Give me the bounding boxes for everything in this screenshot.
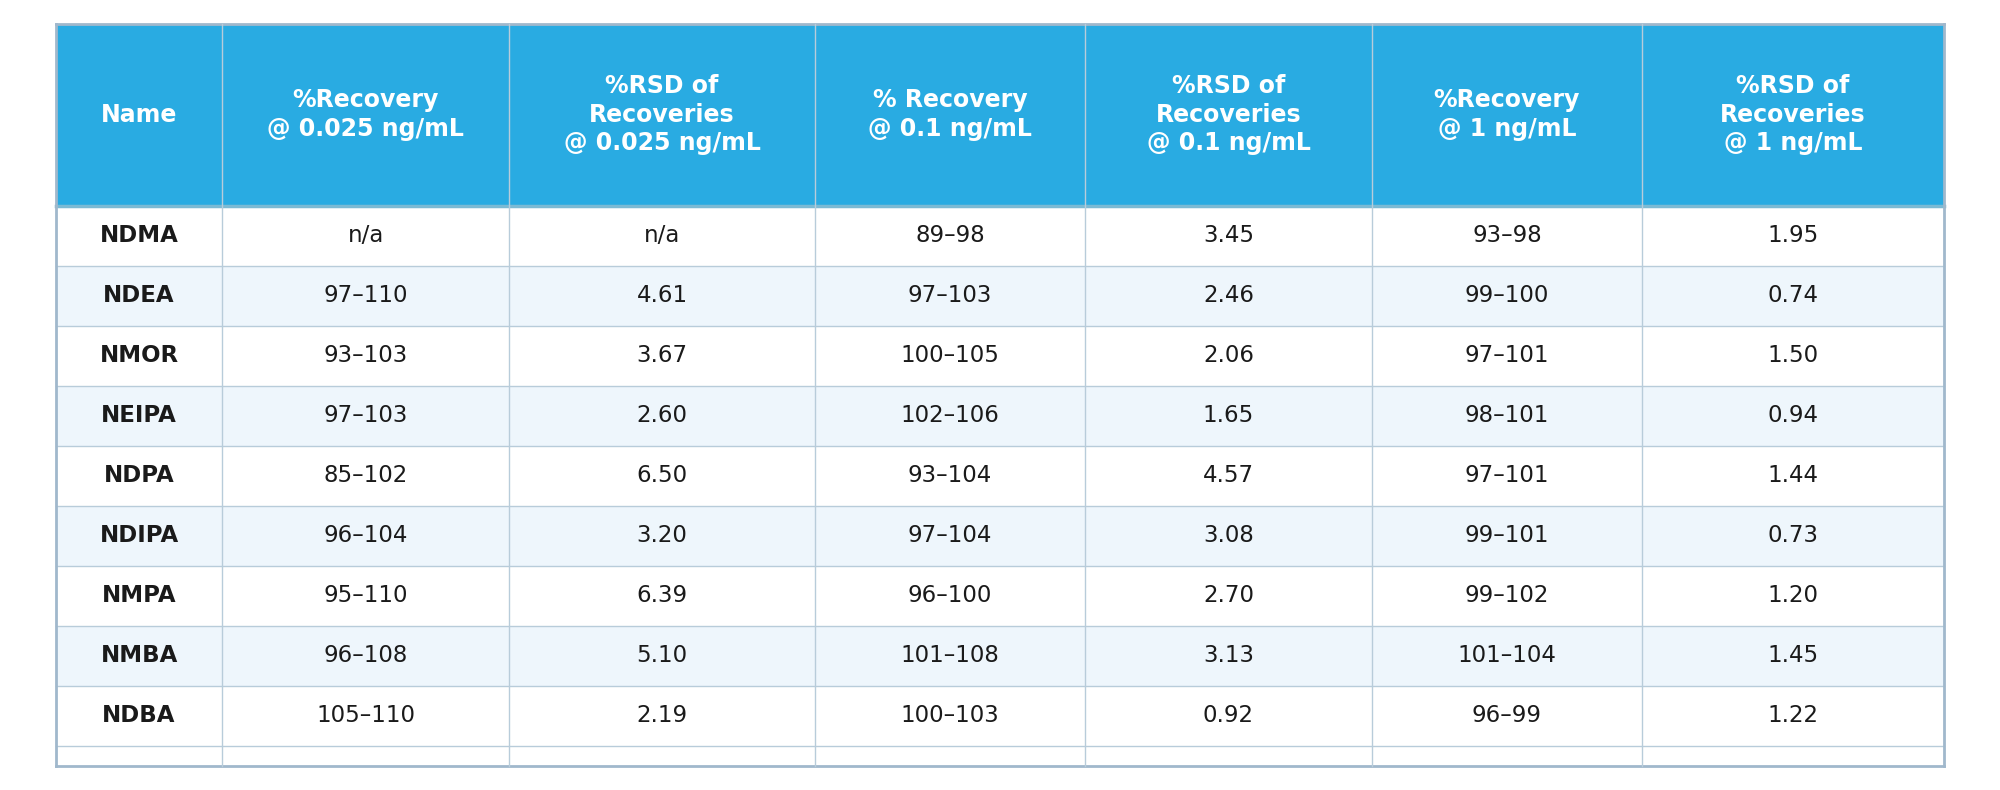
- Text: 3.13: 3.13: [1202, 644, 1254, 667]
- Text: 6.39: 6.39: [636, 584, 688, 608]
- Text: 96–99: 96–99: [1472, 704, 1542, 727]
- Text: 3.45: 3.45: [1202, 224, 1254, 247]
- Text: 0.73: 0.73: [1768, 524, 1818, 547]
- Text: 5.10: 5.10: [636, 644, 688, 667]
- Bar: [56, 446, 1944, 506]
- Text: 95–110: 95–110: [324, 584, 408, 608]
- Text: %RSD of
Recoveries
@ 0.025 ng/mL: %RSD of Recoveries @ 0.025 ng/mL: [564, 74, 760, 156]
- Text: 101–104: 101–104: [1458, 644, 1556, 667]
- Text: 101–108: 101–108: [900, 644, 1000, 667]
- Text: 0.94: 0.94: [1768, 404, 1818, 427]
- Text: NMPA: NMPA: [102, 584, 176, 608]
- Bar: [56, 506, 1944, 566]
- Bar: [56, 686, 1944, 746]
- Bar: [56, 566, 1944, 626]
- Text: 99–101: 99–101: [1464, 524, 1550, 547]
- Bar: [56, 386, 1944, 446]
- Bar: [56, 325, 1944, 386]
- Text: 3.08: 3.08: [1204, 524, 1254, 547]
- Text: 93–104: 93–104: [908, 465, 992, 487]
- Text: 96–100: 96–100: [908, 584, 992, 608]
- Text: %RSD of
Recoveries
@ 0.1 ng/mL: %RSD of Recoveries @ 0.1 ng/mL: [1146, 74, 1310, 156]
- Text: 105–110: 105–110: [316, 704, 416, 727]
- Text: NDPA: NDPA: [104, 465, 174, 487]
- Text: NEIPA: NEIPA: [102, 404, 178, 427]
- Text: NDBA: NDBA: [102, 704, 176, 727]
- Text: n/a: n/a: [644, 224, 680, 247]
- Text: 102–106: 102–106: [900, 404, 1000, 427]
- Text: 2.60: 2.60: [636, 404, 688, 427]
- Text: NDMA: NDMA: [100, 224, 178, 247]
- Text: 1.45: 1.45: [1768, 644, 1818, 667]
- Text: 98–101: 98–101: [1464, 404, 1550, 427]
- Text: 100–105: 100–105: [900, 344, 1000, 367]
- Text: 1.95: 1.95: [1768, 224, 1818, 247]
- Text: 89–98: 89–98: [916, 224, 984, 247]
- Text: 97–103: 97–103: [908, 284, 992, 307]
- Text: 97–103: 97–103: [324, 404, 408, 427]
- Text: %Recovery
@ 0.025 ng/mL: %Recovery @ 0.025 ng/mL: [268, 88, 464, 141]
- Text: 97–101: 97–101: [1464, 465, 1550, 487]
- Text: 6.50: 6.50: [636, 465, 688, 487]
- Text: 1.65: 1.65: [1202, 404, 1254, 427]
- Text: 1.44: 1.44: [1768, 465, 1818, 487]
- Text: 93–103: 93–103: [324, 344, 408, 367]
- Text: 3.20: 3.20: [636, 524, 688, 547]
- Text: 97–104: 97–104: [908, 524, 992, 547]
- Text: 2.19: 2.19: [636, 704, 688, 727]
- Bar: [56, 24, 1944, 205]
- Text: NDEA: NDEA: [104, 284, 174, 307]
- Text: 93–98: 93–98: [1472, 224, 1542, 247]
- Text: 100–103: 100–103: [900, 704, 1000, 727]
- Text: NMOR: NMOR: [100, 344, 178, 367]
- Text: %Recovery
@ 1 ng/mL: %Recovery @ 1 ng/mL: [1434, 88, 1580, 141]
- Text: NMBA: NMBA: [100, 644, 178, 667]
- Text: 0.74: 0.74: [1768, 284, 1818, 307]
- Text: 97–110: 97–110: [324, 284, 408, 307]
- Bar: [56, 205, 1944, 265]
- Text: 2.70: 2.70: [1202, 584, 1254, 608]
- Text: 0.92: 0.92: [1202, 704, 1254, 727]
- Text: 99–100: 99–100: [1464, 284, 1550, 307]
- Bar: [56, 626, 1944, 686]
- Text: 96–104: 96–104: [324, 524, 408, 547]
- Text: NDIPA: NDIPA: [100, 524, 178, 547]
- Text: %RSD of
Recoveries
@ 1 ng/mL: %RSD of Recoveries @ 1 ng/mL: [1720, 74, 1866, 156]
- Text: n/a: n/a: [348, 224, 384, 247]
- Text: 2.46: 2.46: [1202, 284, 1254, 307]
- Text: 99–102: 99–102: [1464, 584, 1550, 608]
- Text: 1.50: 1.50: [1768, 344, 1818, 367]
- Text: Name: Name: [100, 103, 178, 126]
- Text: 1.20: 1.20: [1768, 584, 1818, 608]
- Text: 97–101: 97–101: [1464, 344, 1550, 367]
- Text: 2.06: 2.06: [1202, 344, 1254, 367]
- Text: 4.57: 4.57: [1202, 465, 1254, 487]
- Text: 1.22: 1.22: [1768, 704, 1818, 727]
- Text: 3.67: 3.67: [636, 344, 688, 367]
- Text: 4.61: 4.61: [636, 284, 688, 307]
- Text: 96–108: 96–108: [324, 644, 408, 667]
- Bar: [56, 265, 1944, 325]
- Text: 85–102: 85–102: [324, 465, 408, 487]
- Text: % Recovery
@ 0.1 ng/mL: % Recovery @ 0.1 ng/mL: [868, 88, 1032, 141]
